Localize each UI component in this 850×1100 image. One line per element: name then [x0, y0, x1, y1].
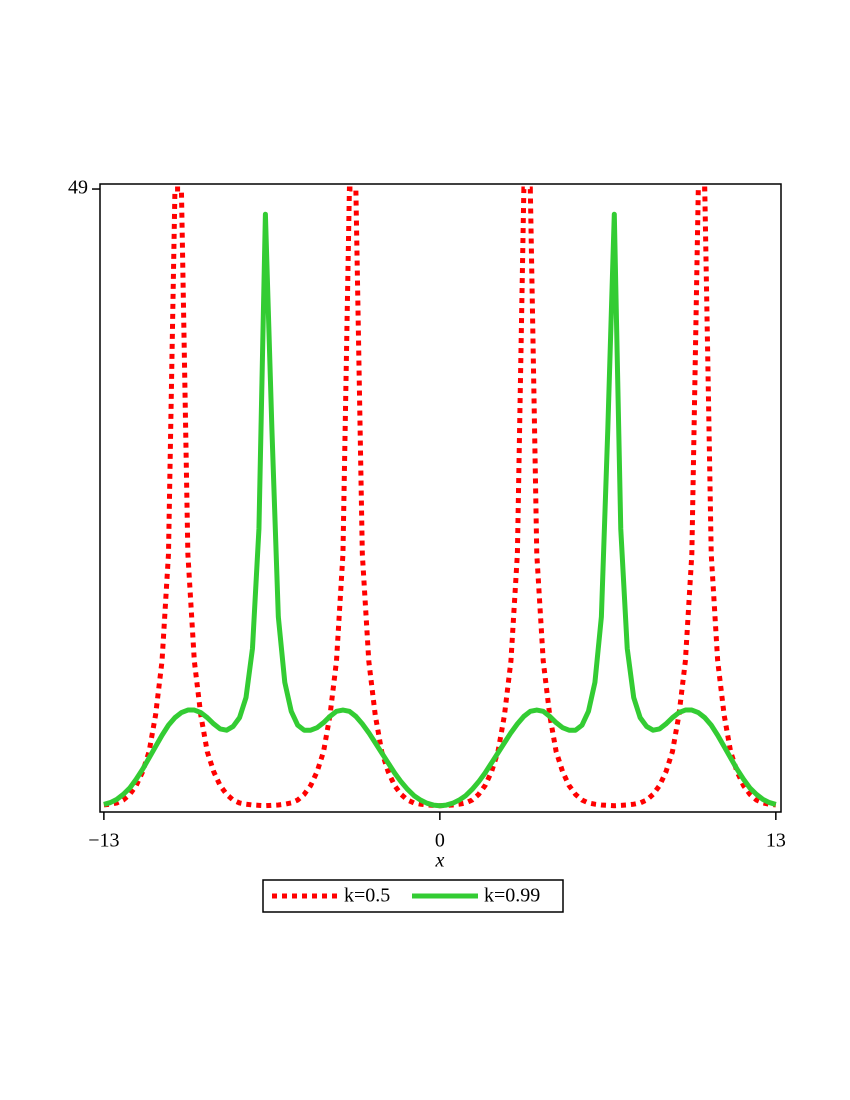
x-tick-label: 13 [766, 830, 786, 852]
legend-label: k=0.5 [344, 885, 390, 907]
plot-frame [99, 183, 782, 813]
series-line [103, 211, 777, 809]
x-axis-label: x [435, 850, 445, 872]
x-tick-label: 0 [435, 830, 445, 852]
legend-label: k=0.99 [484, 885, 540, 907]
y-tick-label: 49 [68, 177, 88, 199]
x-tick-label: −13 [88, 830, 119, 852]
